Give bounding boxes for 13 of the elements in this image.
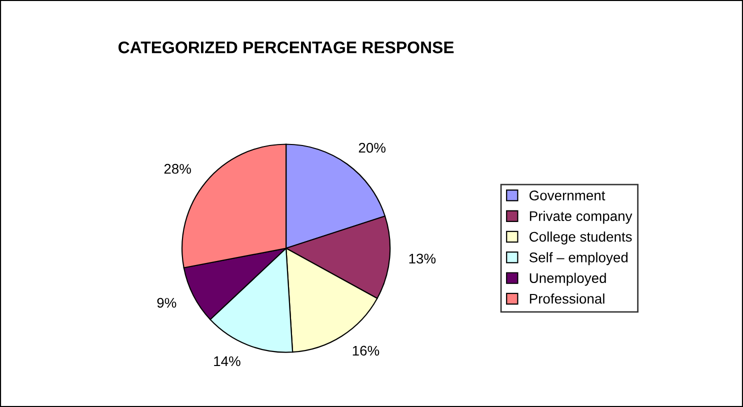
data-label: 14%: [214, 356, 240, 366]
legend-label: Unemployed: [530, 272, 606, 286]
data-label: 28%: [164, 164, 191, 174]
data-label: 20%: [358, 142, 386, 153]
data-label: 9%: [157, 298, 176, 308]
legend-label: Government: [530, 190, 606, 200]
legend-label: Self – employed: [529, 252, 628, 266]
legend-label: Professional: [530, 293, 604, 304]
data-label: 13%: [409, 254, 436, 264]
data-label: 16%: [352, 346, 380, 356]
legend-label: Private company: [530, 210, 632, 224]
legend-label: College students: [530, 232, 632, 244]
chart-title: CATEGORIZED PERCENTAGE RESPONSE: [118, 42, 454, 54]
